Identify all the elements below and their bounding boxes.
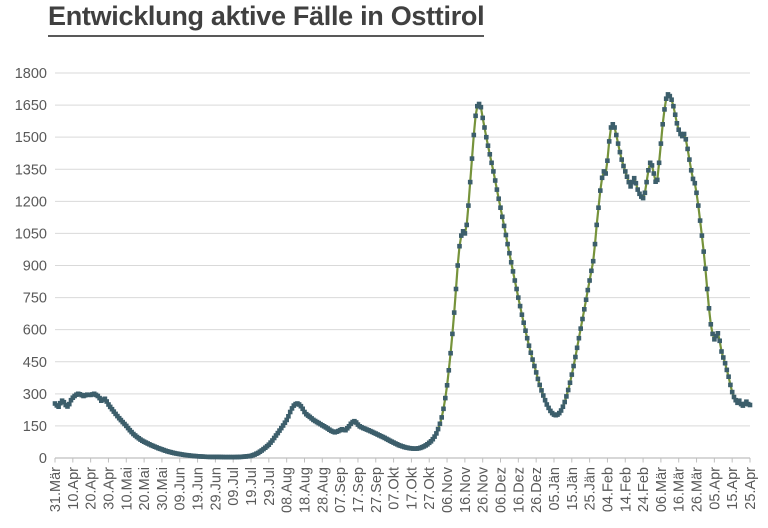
x-tick-label: 04.Feb: [600, 467, 616, 512]
y-tick-label: 750: [23, 291, 47, 307]
x-tick-label: 19.Jun: [191, 467, 207, 511]
x-tick-label: 25.Apr: [743, 467, 759, 510]
x-tick-label: 09.Jul: [226, 467, 242, 506]
x-tick-label: 26.Mär: [690, 467, 706, 512]
y-tick-label: 450: [23, 355, 47, 371]
x-tick-label: 20.Mai: [137, 467, 153, 511]
x-tick-label: 05.Apr: [707, 467, 723, 510]
x-tick-label: 26.Dez: [529, 467, 545, 513]
x-tick-label: 10.Apr: [66, 467, 82, 510]
x-tick-label: 15.Apr: [725, 467, 741, 510]
y-tick-label: 600: [23, 323, 47, 339]
x-tick-label: 07.Okt: [387, 467, 403, 510]
y-tick-label: 0: [39, 451, 47, 467]
x-ticks: [54, 458, 751, 463]
x-tick-label: 17.Sep: [351, 467, 367, 513]
x-tick-label: 27.Okt: [422, 467, 438, 510]
y-tick-label: 1050: [15, 226, 47, 242]
x-tick-label: 25.Jän: [583, 467, 599, 511]
x-tick-label: 26.Nov: [476, 466, 492, 513]
x-tick-label: 06.Nov: [440, 466, 456, 513]
x-tick-label: 14.Feb: [618, 467, 634, 512]
y-tick-label: 1200: [15, 194, 47, 210]
x-tick-label: 29.Jul: [262, 467, 278, 506]
y-gridlines: [55, 72, 750, 427]
x-tick-label: 10.Mai: [119, 467, 135, 511]
x-tick-label: 20.Apr: [84, 467, 100, 510]
x-tick-label: 06.Dez: [494, 467, 510, 513]
x-tick-label: 31.Mär: [48, 467, 64, 512]
y-tick-label: 300: [23, 387, 47, 403]
y-tick-label: 1350: [15, 162, 47, 178]
x-tick-label: 19.Jul: [244, 467, 260, 506]
x-tick-label: 17.Okt: [404, 467, 420, 510]
chart-title: Entwicklung aktive Fälle in Osttirol: [48, 1, 485, 38]
x-tick-labels: 31.Mär 10.Apr 20.Apr 30.Apr 10.Mai 20.Mai 30.M…: [48, 466, 759, 513]
x-tick-label: 29.Jun: [208, 467, 224, 511]
x-tick-label: 28.Aug: [315, 467, 331, 513]
series-line: [53, 93, 752, 459]
x-tick-label: 24.Feb: [636, 467, 652, 512]
x-tick-label: 07.Sep: [333, 467, 349, 513]
y-tick-label: 1650: [15, 98, 47, 114]
y-tick-label: 1800: [15, 66, 47, 82]
x-tick-label: 18.Aug: [297, 467, 313, 513]
x-tick-label: 09.Jun: [173, 467, 189, 511]
x-tick-label: 15.Jän: [565, 467, 581, 511]
x-tick-label: 27.Sep: [369, 467, 385, 513]
y-tick-label: 150: [23, 419, 47, 435]
x-tick-label: 06.Mär: [654, 467, 670, 512]
x-tick-label: 30.Mai: [155, 467, 171, 511]
y-tick-label: 1500: [15, 130, 47, 146]
x-tick-label: 30.Apr: [101, 467, 117, 510]
y-tick-label: 900: [23, 259, 47, 275]
x-tick-label: 16.Nov: [458, 466, 474, 513]
x-tick-label: 05.Jän: [547, 467, 563, 511]
x-tick-label: 08.Aug: [280, 467, 296, 513]
x-tick-label: 16.Dez: [511, 467, 527, 513]
x-tick-label: 16.Mär: [672, 467, 688, 512]
y-tick-labels: 0 150 300 450 600 750 900 1050 1200 1350 1500 1650 1…: [15, 66, 47, 467]
series-markers: [52, 92, 753, 460]
